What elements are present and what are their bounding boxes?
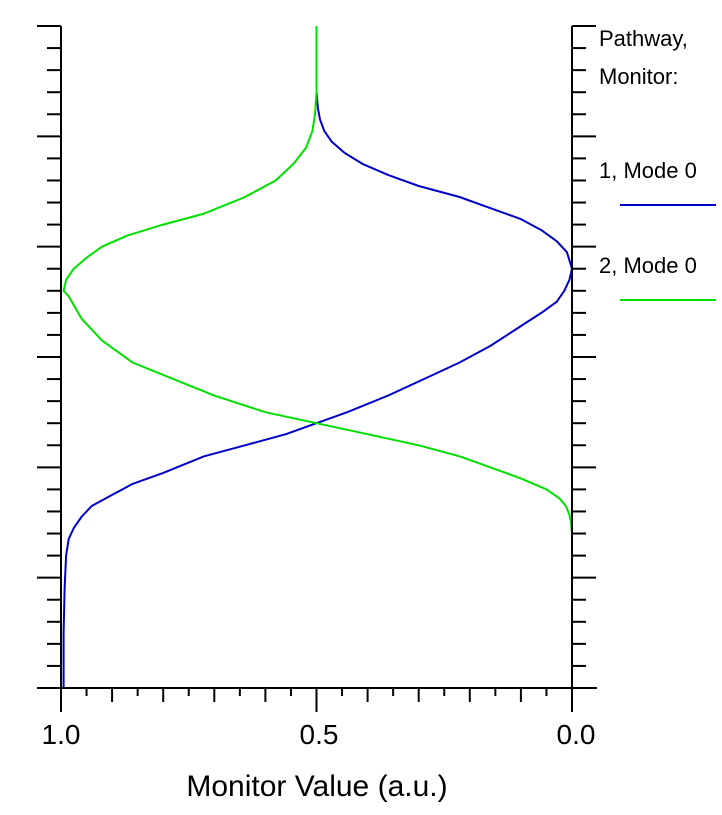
frame-layer xyxy=(37,26,597,689)
legend-label-series-2: 2, Mode 0 xyxy=(599,253,697,278)
ticks-layer xyxy=(37,25,596,712)
x-tick-label: 0.5 xyxy=(300,719,339,750)
legend-label-series-1: 1, Mode 0 xyxy=(599,158,697,183)
x-tick-label: 1.0 xyxy=(42,719,81,750)
x-axis-title: Monitor Value (a.u.) xyxy=(186,770,447,803)
legend-title-line2: Monitor: xyxy=(599,64,678,89)
x-tick-label: 0.0 xyxy=(557,719,596,750)
legend: Pathway, Monitor: 1, Mode 0 2, Mode 0 xyxy=(599,26,716,301)
legend-title-line1: Pathway, xyxy=(599,26,688,51)
series-line-2 xyxy=(62,26,573,688)
labels-layer: 1.0 0.5 0.0 Monitor Value (a.u.) xyxy=(42,719,596,803)
series-line-1 xyxy=(62,26,573,688)
series-layer xyxy=(62,26,573,688)
